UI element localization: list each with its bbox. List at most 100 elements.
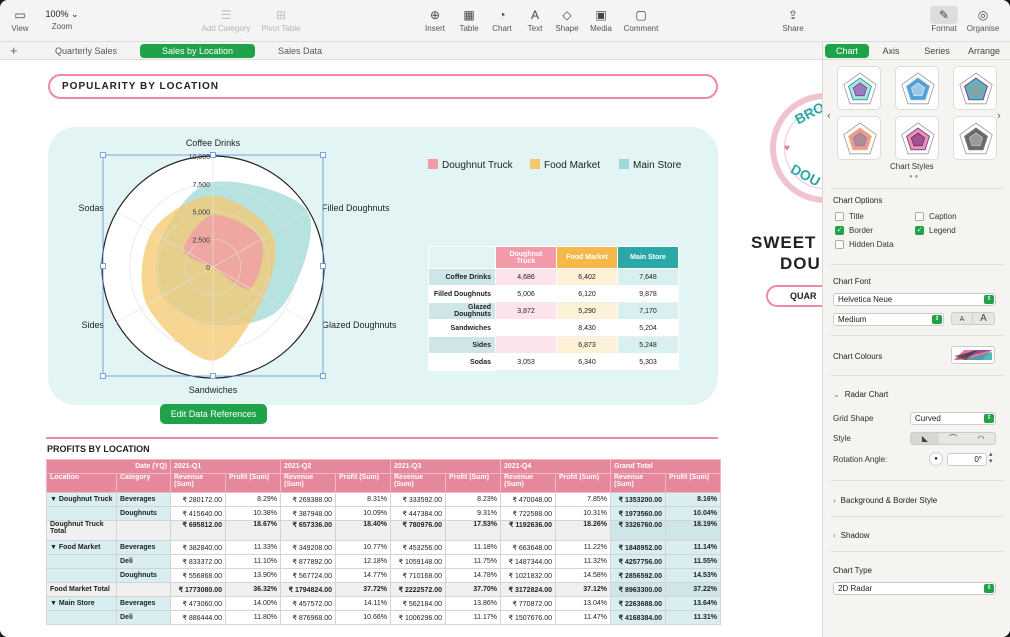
profit-cell[interactable]: 18.67%: [225, 520, 281, 541]
profit-cell[interactable]: 37.22%: [665, 582, 721, 597]
profit-cell[interactable]: 11.80%: [225, 610, 281, 625]
revenue-cell[interactable]: ₹ 4257756.00: [610, 554, 666, 569]
chevron-left-icon[interactable]: ‹: [827, 110, 831, 122]
table-row[interactable]: ▼ Food Market Beverages ₹ 382840.00 11.33% ₹…: [46, 540, 721, 555]
category-cell[interactable]: Doughnuts: [116, 568, 171, 583]
caption-checkbox[interactable]: [915, 212, 924, 221]
table-row[interactable]: ▼ Main Store Beverages ₹ 473060.00 14.00% ₹ …: [46, 596, 721, 611]
table-row[interactable]: Sandwiches 8,430 5,204: [428, 319, 679, 337]
revenue-cell[interactable]: ₹ 457572.00: [280, 596, 336, 611]
table-cell[interactable]: 5,006: [495, 285, 557, 303]
revenue-cell[interactable]: ₹ 1973560.00: [610, 506, 666, 521]
revenue-cell[interactable]: ₹ 657336.00: [280, 520, 336, 541]
row-label[interactable]: Sides: [428, 336, 496, 354]
profit-cell[interactable]: 11.47%: [555, 610, 611, 625]
revenue-cell[interactable]: ₹ 280172.00: [170, 492, 226, 507]
profit-cell[interactable]: 14.78%: [445, 568, 501, 583]
location-cell[interactable]: Food Market Total: [46, 582, 117, 597]
revenue-cell[interactable]: ₹ 1794824.00: [280, 582, 336, 597]
add-category-button[interactable]: ☰ Add Category: [201, 8, 251, 33]
revenue-cell[interactable]: ₹ 886444.00: [170, 610, 226, 625]
revenue-header[interactable]: Revenue (Sum): [390, 473, 446, 493]
profit-cell[interactable]: 14.11%: [335, 596, 391, 611]
revenue-cell[interactable]: ₹ 1487344.00: [500, 554, 556, 569]
location-header[interactable]: Location: [46, 473, 117, 493]
edit-data-references-button[interactable]: Edit Data References: [160, 404, 267, 424]
revenue-cell[interactable]: ₹ 877892.00: [280, 554, 336, 569]
location-cell[interactable]: [46, 568, 117, 583]
revenue-cell[interactable]: ₹ 269388.00: [280, 492, 336, 507]
quarter-header[interactable]: 2021-Q1: [170, 459, 281, 474]
chart-colours-swatch[interactable]: [951, 346, 995, 364]
revenue-cell[interactable]: ₹ 2263688.00: [610, 596, 666, 611]
revenue-cell[interactable]: ₹ 349208.00: [280, 540, 336, 555]
text-button[interactable]: A Text: [509, 6, 561, 33]
profit-header[interactable]: Profit (Sum): [335, 473, 391, 493]
profit-cell[interactable]: 11.14%: [665, 540, 721, 555]
profit-cell[interactable]: 11.33%: [225, 540, 281, 555]
profit-header[interactable]: Profit (Sum): [555, 473, 611, 493]
location-cell[interactable]: ▼ Main Store: [46, 596, 117, 611]
revenue-cell[interactable]: ₹ 1773080.00: [170, 582, 226, 597]
revenue-header[interactable]: Revenue (Sum): [280, 473, 336, 493]
profit-cell[interactable]: 8.29%: [225, 492, 281, 507]
profit-cell[interactable]: 11.31%: [665, 610, 721, 625]
revenue-cell[interactable]: ₹ 556868.00: [170, 568, 226, 583]
pivot-table-button[interactable]: ⊞ Pivot Table: [255, 6, 307, 33]
popularity-data-table[interactable]: Doughnut Truck Food Market Main Store Co…: [428, 246, 679, 371]
revenue-cell[interactable]: ₹ 415640.00: [170, 506, 226, 521]
profit-cell[interactable]: 14.00%: [225, 596, 281, 611]
table-cell[interactable]: 9,878: [617, 285, 679, 303]
revenue-cell[interactable]: ₹ 8963300.00: [610, 582, 666, 597]
category-cell[interactable]: [116, 582, 171, 597]
table-cell[interactable]: [495, 319, 557, 337]
tab-quarterly-sales[interactable]: Quarterly Sales: [54, 46, 118, 56]
revenue-cell[interactable]: ₹ 1021832.00: [500, 568, 556, 583]
organise-button[interactable]: ◎ Organise: [957, 6, 1009, 33]
revenue-cell[interactable]: ₹ 4168384.00: [610, 610, 666, 625]
profit-cell[interactable]: 11.32%: [555, 554, 611, 569]
profit-cell[interactable]: 10.31%: [555, 506, 611, 521]
rotation-stepper[interactable]: ▴ ▾: [989, 451, 993, 465]
revenue-cell[interactable]: ₹ 2856592.00: [610, 568, 666, 583]
row-label[interactable]: Coffee Drinks: [428, 268, 496, 286]
table-button[interactable]: ▦ Table: [443, 6, 495, 33]
table-row[interactable]: Deli ₹ 833372.00 11.10% ₹ 877892.00 12.18% ₹ …: [46, 554, 721, 569]
revenue-cell[interactable]: ₹ 770872.00: [500, 596, 556, 611]
table-row[interactable]: Coffee Drinks 4,686 6,402 7,648: [428, 268, 679, 286]
profit-cell[interactable]: 10.04%: [665, 506, 721, 521]
profit-cell[interactable]: 11.10%: [225, 554, 281, 569]
add-sheet-icon[interactable]: +: [10, 43, 18, 58]
shadow-section[interactable]: › Shadow: [833, 531, 870, 540]
rotation-angle-input[interactable]: 0°: [947, 453, 987, 466]
grid-shape-select[interactable]: Curved ⇕: [910, 412, 996, 425]
profit-cell[interactable]: 37.72%: [335, 582, 391, 597]
profit-cell[interactable]: 37.12%: [555, 582, 611, 597]
table-row[interactable]: ▼ Doughnut Truck Beverages ₹ 280172.00 8.29…: [46, 492, 721, 507]
table-row[interactable]: Sodas 3,053 6,340 5,303: [428, 353, 679, 371]
revenue-cell[interactable]: ₹ 1006296.00: [390, 610, 446, 625]
profit-cell[interactable]: 14.58%: [555, 568, 611, 583]
profit-cell[interactable]: 14.53%: [665, 568, 721, 583]
revenue-cell[interactable]: ₹ 710168.00: [390, 568, 446, 583]
title-checkbox[interactable]: [835, 212, 844, 221]
profit-cell[interactable]: 11.55%: [665, 554, 721, 569]
location-cell[interactable]: ▼ Food Market: [46, 540, 117, 555]
profit-cell[interactable]: 18.26%: [555, 520, 611, 541]
revenue-cell[interactable]: ₹ 447384.00: [390, 506, 446, 521]
profit-cell[interactable]: 8.16%: [665, 492, 721, 507]
row-label[interactable]: Glazed Doughnuts: [428, 302, 496, 320]
mixed-style-icon[interactable]: ◠: [977, 434, 985, 443]
font-family-select[interactable]: Helvetica Neue ⇕: [833, 293, 996, 306]
revenue-cell[interactable]: ₹ 876968.00: [280, 610, 336, 625]
profits-pivot-table[interactable]: Date (YQ) 2021-Q1 2021-Q2 2021-Q3 2021-Q…: [46, 459, 721, 625]
revenue-cell[interactable]: ₹ 3172824.00: [500, 582, 556, 597]
profit-cell[interactable]: 10.66%: [335, 610, 391, 625]
revenue-cell[interactable]: ₹ 2222572.00: [390, 582, 446, 597]
chart-style-thumbnail[interactable]: [837, 116, 881, 160]
revenue-cell[interactable]: ₹ 567724.00: [280, 568, 336, 583]
revenue-cell[interactable]: ₹ 3326760.00: [610, 520, 666, 541]
category-header[interactable]: Category: [116, 473, 171, 493]
table-row[interactable]: Filled Doughnuts 5,006 6,120 9,878: [428, 285, 679, 303]
revenue-cell[interactable]: ₹ 833372.00: [170, 554, 226, 569]
